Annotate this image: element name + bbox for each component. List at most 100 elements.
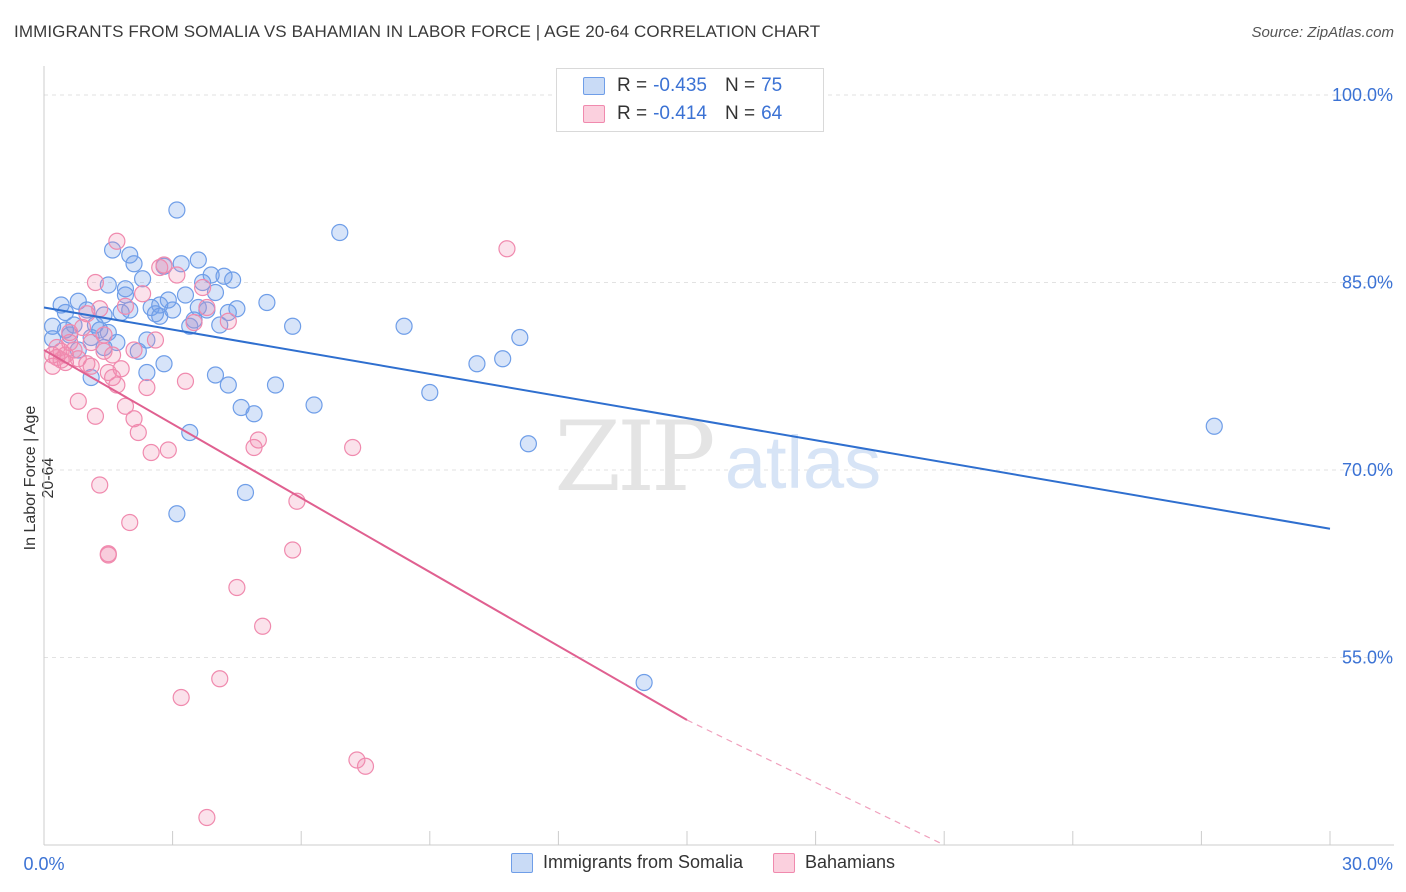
data-point-bahamians (194, 278, 212, 297)
data-point-bahamians (498, 240, 516, 258)
data-point-bahamians (91, 300, 109, 318)
data-point-bahamians (61, 323, 79, 342)
data-point-somalia (331, 223, 349, 242)
trend-line-bahamians (43, 349, 688, 721)
data-point-bahamians (121, 513, 139, 532)
data-point-somalia (206, 366, 225, 384)
data-point-somalia (519, 435, 537, 453)
data-point-somalia (133, 270, 152, 288)
series-bahamians-points (43, 232, 516, 827)
data-point-bahamians (211, 670, 229, 688)
y-tick-label: 85.0% (1342, 273, 1393, 293)
data-point-bahamians (95, 326, 113, 344)
data-point-somalia (1205, 417, 1223, 435)
data-point-somalia (635, 673, 653, 692)
data-point-bahamians (254, 617, 272, 635)
watermark-atlas: atlas (725, 421, 881, 504)
data-point-bahamians (129, 423, 147, 442)
legend-item-somalia[interactable]: Immigrants from Somalia (510, 852, 743, 873)
legend-swatch-blue (510, 852, 533, 873)
legend-swatch-blue (583, 77, 605, 95)
data-point-bahamians (142, 443, 160, 462)
data-point-somalia (258, 293, 276, 312)
data-point-bahamians (99, 546, 117, 564)
data-point-bahamians (86, 407, 105, 425)
y-tick-label: 70.0% (1342, 460, 1393, 480)
data-point-bahamians (108, 376, 126, 394)
data-point-bahamians (356, 757, 375, 775)
legend-item-bahamians[interactable]: Bahamians (773, 852, 895, 873)
tick-labels: 55.0% 70.0% 85.0% 100.0% 0.0% 30.0% (23, 85, 1393, 874)
legend-row-somalia: R = -0.435 N = 75 (583, 74, 782, 98)
data-point-somalia (189, 251, 207, 269)
data-point-bahamians (344, 438, 362, 457)
data-point-bahamians (125, 341, 143, 359)
y-tick-label: 100.0% (1332, 85, 1393, 105)
data-point-bahamians (65, 341, 83, 359)
data-point-bahamians (125, 410, 143, 428)
legend-row-bahamians: R = -0.414 N = 64 (583, 102, 782, 126)
data-point-bahamians (159, 441, 177, 459)
data-point-bahamians (155, 256, 173, 274)
data-point-bahamians (69, 392, 87, 410)
data-point-somalia (215, 267, 233, 285)
trend-line-somalia (43, 306, 1331, 530)
data-point-bahamians (168, 266, 186, 284)
data-point-bahamians (82, 357, 100, 375)
data-point-somalia (245, 405, 263, 423)
data-point-bahamians (103, 346, 122, 364)
data-point-bahamians (249, 431, 267, 449)
data-point-somalia (284, 317, 302, 335)
data-point-bahamians (95, 342, 113, 360)
legend-box: R = -0.435 N = 75 R = -0.414 N = 64 (556, 68, 824, 132)
data-point-bahamians (198, 298, 216, 317)
data-point-somalia (172, 255, 190, 273)
data-point-bahamians (198, 808, 216, 827)
data-point-somalia (305, 396, 323, 414)
data-point-somalia (494, 350, 512, 368)
legend-n-label: N = (724, 103, 756, 124)
x-tick-label-start: 0.0% (23, 854, 64, 874)
data-point-somalia (206, 283, 225, 302)
source-label: Source: ZipAtlas.com (1251, 24, 1394, 41)
x-tick-label-end: 30.0% (1342, 854, 1393, 874)
data-point-somalia (121, 246, 139, 264)
data-point-bahamians (69, 350, 87, 368)
data-point-somalia (468, 355, 486, 373)
data-point-bahamians (112, 360, 130, 378)
data-point-somalia (266, 376, 285, 394)
data-point-somalia (159, 291, 177, 309)
data-point-bahamians (133, 285, 152, 303)
series-somalia-points (43, 201, 1223, 692)
data-point-bahamians (284, 541, 302, 559)
data-point-somalia (43, 317, 62, 335)
legend-label-somalia: Immigrants from Somalia (542, 852, 743, 872)
data-point-bahamians (82, 333, 100, 352)
legend-label-bahamians: Bahamians (805, 852, 896, 872)
data-point-somalia (219, 303, 237, 322)
data-point-bahamians (138, 378, 156, 397)
data-point-somalia (103, 241, 122, 259)
gridlines (44, 94, 1394, 658)
data-point-somalia (155, 355, 173, 373)
data-point-bahamians (116, 397, 135, 415)
trend-lines (43, 306, 1331, 846)
chart-title: IMMIGRANTS FROM SOMALIA VS BAHAMIAN IN L… (14, 22, 821, 41)
data-point-bahamians (348, 751, 366, 769)
data-point-bahamians (86, 273, 105, 292)
data-point-somalia (395, 317, 413, 335)
data-point-somalia (99, 276, 117, 294)
watermark-zip: ZIP (554, 401, 713, 513)
data-point-somalia (211, 316, 229, 334)
data-point-somalia (168, 505, 186, 523)
trend-line-bahamians-extension (686, 719, 945, 846)
legend-r-label: R = (617, 103, 648, 124)
data-point-somalia (138, 363, 156, 382)
data-point-bahamians (172, 688, 190, 707)
legend-r-value: -0.414 (653, 103, 707, 124)
data-point-somalia (511, 328, 529, 347)
legend-swatch-pink (773, 852, 795, 873)
legend-r-label: R = (617, 75, 648, 96)
data-point-bahamians (185, 313, 203, 332)
